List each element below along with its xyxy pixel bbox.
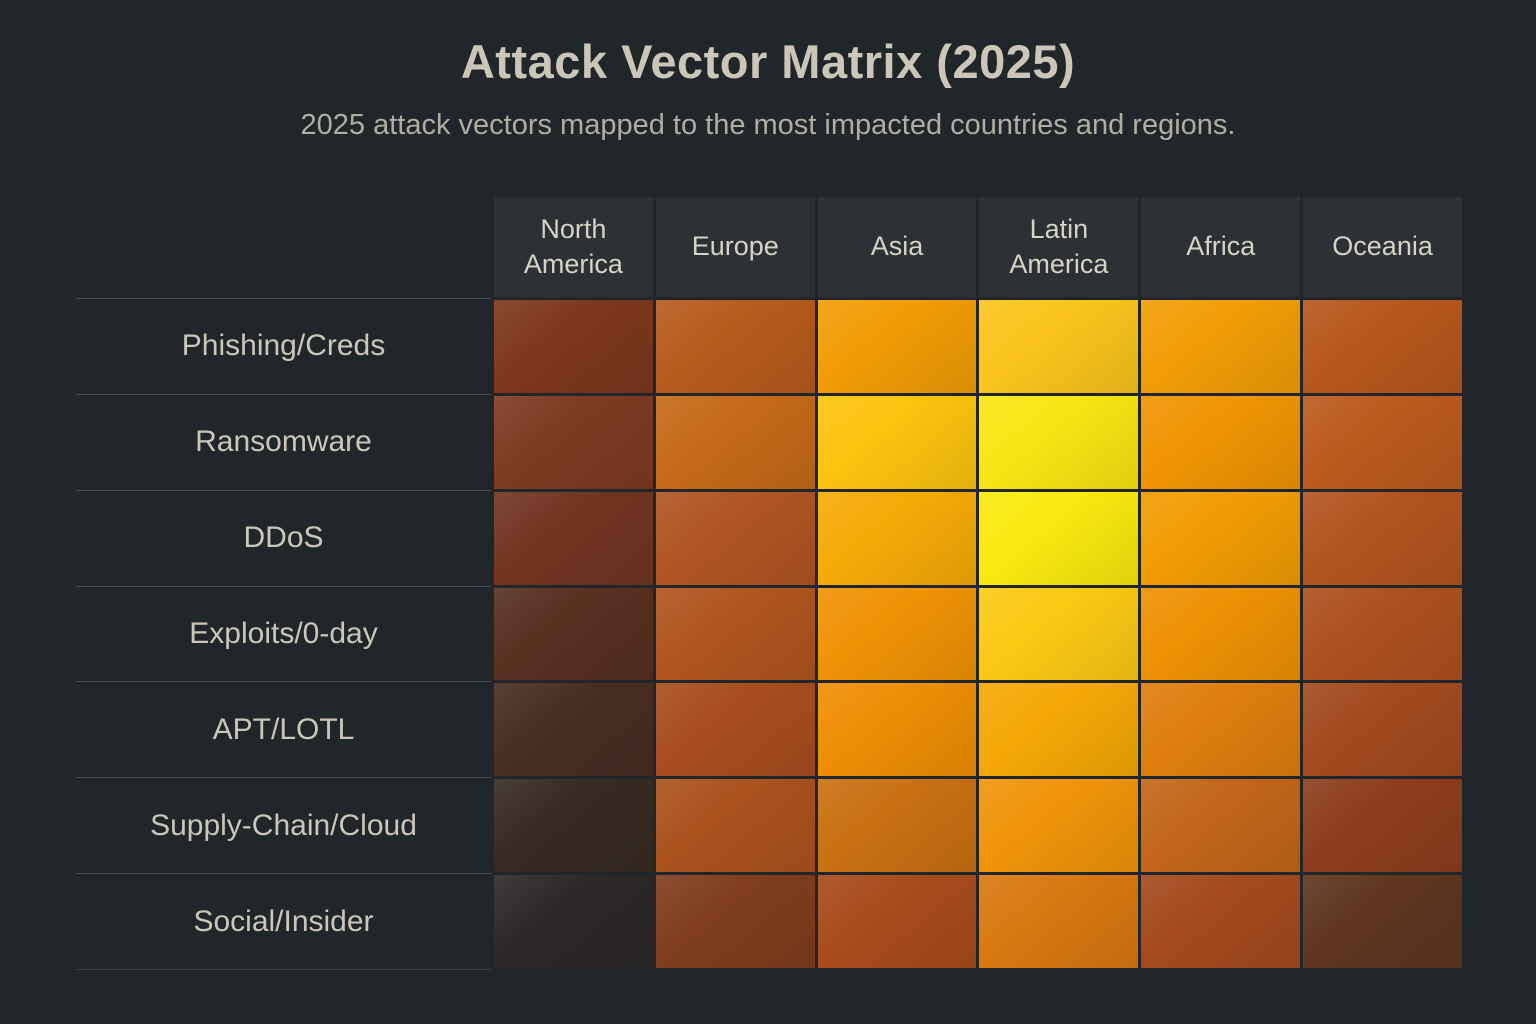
heatmap-cell-exploits-0-day-africa [1141, 587, 1301, 681]
heatmap-cell-phishing-creds-oceania [1303, 300, 1462, 393]
heatmap-cell-ransomware-oceania [1303, 395, 1462, 489]
attack-vector-matrix: North America Europe Asia Latin America Afri… [76, 197, 1462, 970]
heatmap-cell-ransomware-north-america [494, 395, 653, 489]
heatmap-cell-apt-lotl-asia [817, 683, 977, 777]
heatmap-cell-ddos-oceania [1303, 491, 1462, 585]
column-header-europe: Europe [655, 197, 815, 297]
heatmap-cell-ddos-europe [655, 491, 815, 585]
chart-title: Attack Vector Matrix (2025) [460, 35, 1076, 88]
row-label-exploits-0-day: Exploits/0-day [76, 585, 491, 681]
row-label-supply-chain-cloud: Supply-Chain/Cloud [76, 777, 491, 872]
heatmap-cell-social-insider-latin-america [979, 875, 1139, 968]
column-header-africa: Africa [1141, 197, 1301, 297]
heatmap-cell-ddos-north-america [494, 491, 653, 585]
heatmap-cell-supply-chain-cloud-latin-america [979, 779, 1139, 873]
heatmap-cell-apt-lotl-africa [1141, 683, 1301, 777]
heatmap-cell-exploits-0-day-latin-america [979, 587, 1139, 681]
heatmap-cell-ddos-latin-america [979, 491, 1139, 585]
heatmap-cell-ddos-asia [817, 491, 977, 585]
row-label-phishing-creds: Phishing/Creds [76, 298, 491, 393]
heatmap-cell-apt-lotl-north-america [494, 683, 653, 777]
column-header-north-america: North America [494, 197, 653, 297]
row-label-ransomware: Ransomware [76, 393, 491, 489]
heatmap-cell-social-insider-oceania [1303, 875, 1462, 968]
heatmap-cell-social-insider-africa [1141, 875, 1301, 968]
heatmap-cell-supply-chain-cloud-europe [655, 779, 815, 873]
matrix-corner-spacer [76, 197, 491, 297]
heatmap-cell-apt-lotl-latin-america [979, 683, 1139, 777]
column-header-oceania: Oceania [1303, 197, 1462, 297]
heatmap-cell-exploits-0-day-oceania [1303, 587, 1462, 681]
heatmap-cell-social-insider-europe [655, 875, 815, 968]
heatmap-cell-ddos-africa [1141, 491, 1301, 585]
heatmap-cell-apt-lotl-europe [655, 683, 815, 777]
chart-subtitle: 2025 attack vectors mapped to the most i… [300, 109, 1236, 141]
heatmap-cell-exploits-0-day-europe [655, 587, 815, 681]
heatmap-cell-ransomware-asia [817, 395, 977, 489]
heatmap-cell-phishing-creds-latin-america [979, 300, 1139, 393]
row-label-ddos: DDoS [76, 489, 491, 585]
heatmap-cell-supply-chain-cloud-africa [1141, 779, 1301, 873]
heatmap-cell-phishing-creds-asia [817, 300, 977, 393]
heatmap-cell-supply-chain-cloud-asia [817, 779, 977, 873]
heatmap-cell-apt-lotl-oceania [1303, 683, 1462, 777]
column-header-latin-america: Latin America [979, 197, 1139, 297]
heatmap-cell-phishing-creds-north-america [494, 300, 653, 393]
heatmap-cell-exploits-0-day-north-america [494, 587, 653, 681]
heatmap-cell-exploits-0-day-asia [817, 587, 977, 681]
heatmap-cell-ransomware-latin-america [979, 395, 1139, 489]
heatmap-cell-phishing-creds-europe [655, 300, 815, 393]
heatmap-cell-social-insider-north-america [494, 875, 653, 968]
heatmap-cell-supply-chain-cloud-oceania [1303, 779, 1462, 873]
heatmap-cell-ransomware-africa [1141, 395, 1301, 489]
heatmap-cell-phishing-creds-africa [1141, 300, 1301, 393]
heatmap-cell-supply-chain-cloud-north-america [494, 779, 653, 873]
row-label-apt-lotl: APT/LOTL [76, 681, 491, 776]
heatmap-cell-ransomware-europe [655, 395, 815, 489]
row-label-social-insider: Social/Insider [76, 873, 491, 970]
heatmap-cell-social-insider-asia [817, 875, 977, 968]
column-header-asia: Asia [817, 197, 977, 297]
